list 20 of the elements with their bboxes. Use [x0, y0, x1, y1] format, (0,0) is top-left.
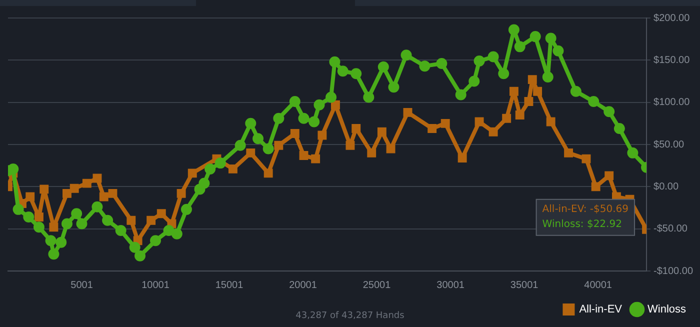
annotation: Winloss: $22.92 [542, 219, 622, 230]
y-tick-label: $0.00 [654, 181, 679, 192]
y-tick-label: $150.00 [654, 54, 690, 66]
text: 43,287 of 43,287 Hands [296, 311, 404, 321]
x-tick-label: 35001 [510, 280, 539, 291]
legend-label: Winloss [647, 304, 686, 316]
x-tick-label: 25001 [362, 280, 392, 291]
x-tick-label: 30001 [436, 280, 465, 291]
y-tick-label: -$100.00 [654, 266, 694, 277]
annotation: All-in-EV: -$50.69 [542, 204, 629, 216]
y-tick-label: -$50.00 [654, 224, 688, 235]
x-tick-label: 5001 [70, 280, 94, 291]
y-tick-label: $100.00 [654, 97, 690, 108]
y-tick-label: $50.00 [654, 139, 685, 150]
y-tick-label: $200.00 [654, 12, 690, 24]
x-tick-label: 10001 [142, 280, 170, 291]
x-tick-label: 20001 [289, 280, 318, 291]
x-tick-label: 15001 [215, 280, 244, 291]
x-tick-label: 40001 [584, 280, 612, 291]
legend-label: All-in-EV [579, 304, 623, 316]
